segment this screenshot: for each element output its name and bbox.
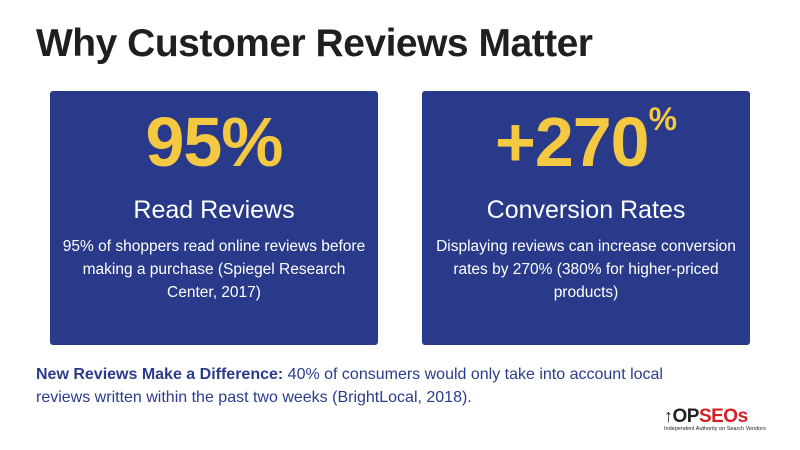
page-title: Why Customer Reviews Matter — [36, 22, 593, 65]
stat-value: +270% — [422, 103, 750, 177]
logo-part2: SEOs — [698, 406, 748, 427]
topseos-logo: ↑OPSEOs Independent Authority on Search … — [664, 407, 784, 432]
logo-wordmark: ↑OPSEOs — [664, 407, 784, 426]
up-arrow-icon: ↑ — [664, 406, 673, 426]
stat-card-read-reviews: 95% Read Reviews 95% of shoppers read on… — [50, 91, 378, 345]
stat-card-conversion-rates: +270% Conversion Rates Displaying review… — [422, 91, 750, 345]
logo-part1: OP — [672, 406, 700, 427]
card-heading: Read Reviews — [133, 196, 295, 224]
logo-tagline: Independent Authority on Search Vendors — [664, 426, 766, 432]
stat-number: 95% — [145, 103, 283, 181]
stat-number: +270 — [494, 103, 650, 181]
card-description: 95% of shoppers read online reviews befo… — [62, 238, 366, 301]
footnote-lead: New Reviews Make a Difference: — [36, 366, 284, 383]
stat-value: 95% — [50, 107, 378, 177]
footnote-text: 40% of consumers would only take into ac… — [36, 366, 663, 406]
card-description: Displaying reviews can increase conversi… — [436, 238, 736, 301]
footnote: New Reviews Make a Difference: 40% of co… — [36, 363, 676, 409]
card-heading: Conversion Rates — [486, 196, 686, 224]
stat-suffix: % — [648, 101, 678, 137]
